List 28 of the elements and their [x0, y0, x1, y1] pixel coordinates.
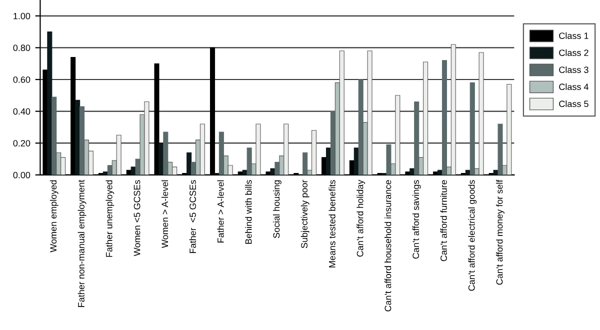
- x-tick-label: Father non-manual employment: [78, 180, 86, 307]
- x-tick-label: Social housing: [272, 180, 282, 238]
- x-tick-label: Can't afford money for self: [496, 180, 504, 285]
- x-tick-label: Father > A-level: [217, 180, 224, 242]
- x-tick-label: Father <5 GCSEs: [189, 180, 196, 254]
- x-tick-label: Can't afford furniture: [440, 180, 447, 262]
- legend-label: Class 2: [559, 49, 588, 56]
- x-tick-label: Women > A-level: [161, 180, 168, 248]
- x-tick-label: Can't afford savings: [412, 180, 421, 259]
- y-tick-label: 0.40: [13, 108, 30, 115]
- legend-label: Class 4: [559, 83, 588, 90]
- legend-label: Class 5: [559, 100, 588, 108]
- x-tick-label: Women employed: [50, 180, 58, 252]
- x-tick-label: Can't afford household insurance: [384, 180, 392, 312]
- x-tick-label: Father unemployed: [106, 180, 114, 257]
- x-tick-label: Means tested benefits: [328, 180, 336, 268]
- y-tick-label: 1.00: [14, 12, 30, 20]
- x-tick-label: Subjectively poor: [300, 180, 310, 248]
- y-tick-label: 0.20: [13, 140, 30, 146]
- y-tick-label: 0.00: [13, 172, 30, 178]
- legend-label: Class 1: [559, 32, 588, 39]
- legend-label: Class 3: [559, 66, 588, 74]
- x-tick-label: Can't afford electrical goods: [468, 180, 477, 291]
- x-tick-label: Women <5 GCSEs: [134, 180, 140, 256]
- y-tick-label: 0.60: [13, 76, 30, 83]
- x-tick-label: Can't afford holiday: [356, 180, 366, 257]
- x-tick-label: Behind with bills: [245, 180, 252, 244]
- y-tick-label: 0.80: [13, 44, 30, 52]
